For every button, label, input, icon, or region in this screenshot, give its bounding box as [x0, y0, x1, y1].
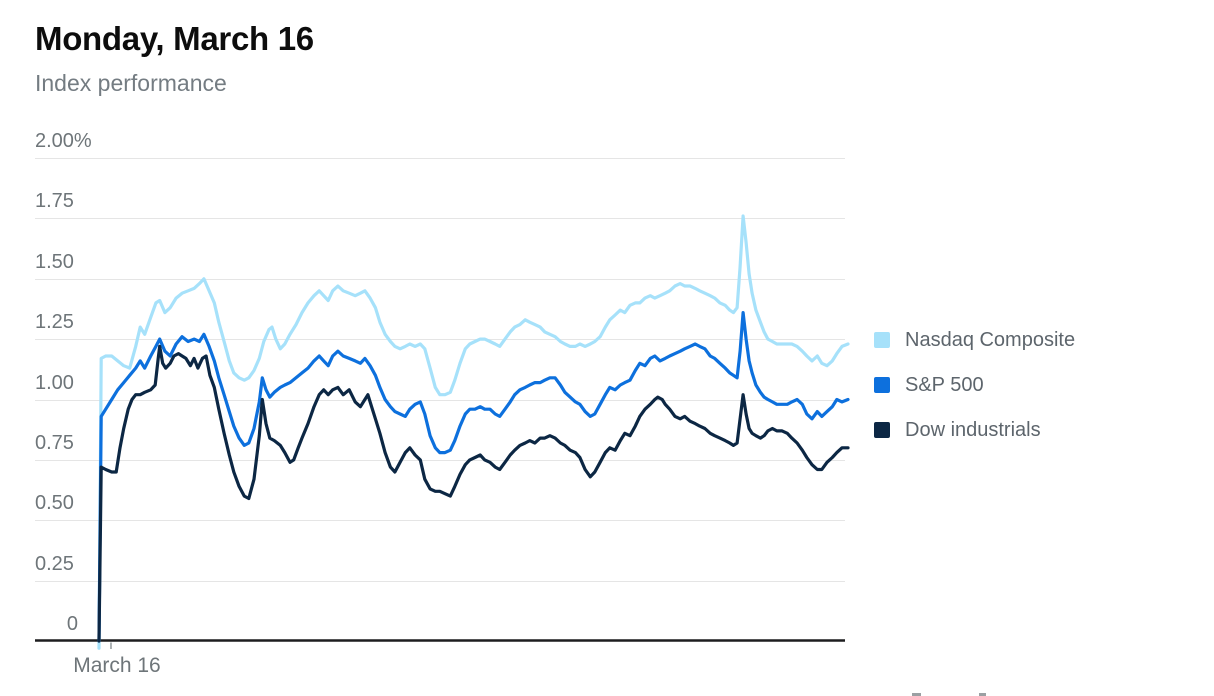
legend-label: Dow industrials: [905, 419, 1041, 441]
series-line-nasdaq-composite: [97, 214, 850, 650]
series-line-dow-industrials: [97, 344, 850, 643]
dow-swatch-icon: [874, 422, 890, 438]
y-axis-tick-label: 0: [66, 613, 78, 635]
y-axis-tick-label: 0.25: [35, 553, 74, 575]
chart-title: Monday, March 16: [35, 20, 314, 57]
chart-subtitle: Index performance: [35, 70, 227, 96]
cutoff-text-fragment: [979, 693, 986, 696]
cutoff-text-fragment: [912, 693, 921, 696]
y-axis-tick-label: 1.50: [35, 251, 74, 273]
legend-label: Nasdaq Composite: [905, 329, 1076, 351]
y-axis-tick-label: 1.25: [35, 311, 74, 333]
axis-group: [35, 639, 845, 649]
nasdaq-swatch-icon: [874, 332, 890, 348]
sp500-swatch-icon: [874, 377, 890, 393]
legend: Nasdaq Composite S&P 500 Dow industrials: [874, 329, 1076, 467]
legend-label: S&P 500: [905, 374, 984, 396]
x-axis-label: March 16: [73, 654, 161, 677]
y-axis-tick-label: 1.75: [35, 190, 74, 212]
series-line-s-p-500: [97, 311, 850, 643]
series-lines-group: [97, 214, 850, 650]
legend-item-dow: Dow industrials: [874, 419, 1075, 441]
y-axis-tick-label: 0.75: [35, 432, 74, 454]
legend-item-nasdaq: Nasdaq Composite: [874, 329, 1076, 351]
y-axis-tick-label: 1.00: [35, 372, 74, 394]
y-axis-tick-label: 0.50: [35, 492, 74, 514]
gridlines-group: [35, 158, 845, 582]
legend-item-sp500: S&P 500: [874, 374, 1075, 396]
y-axis-tick-label: 2.00%: [35, 130, 92, 152]
